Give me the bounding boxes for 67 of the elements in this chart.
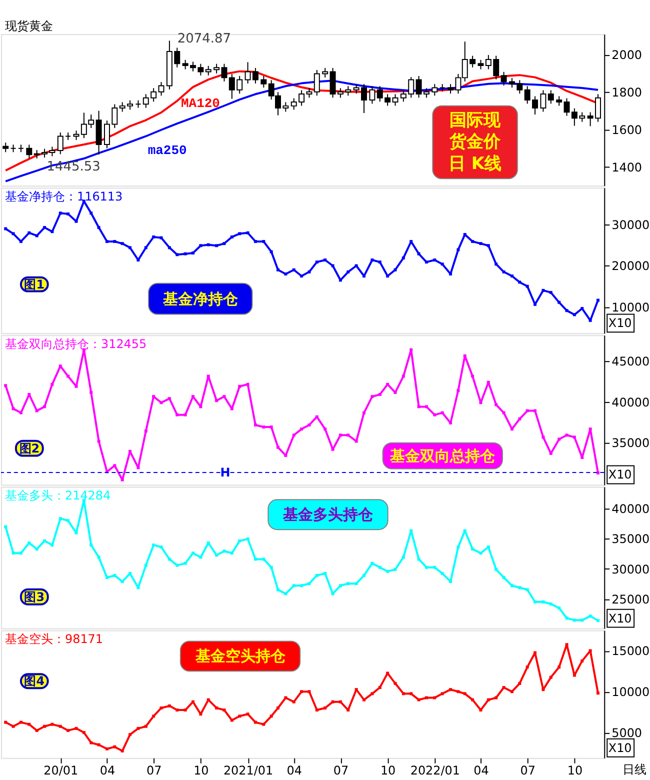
y-tick-label: 25000 — [612, 592, 650, 606]
chart-title: 基金净持仓：116113 — [4, 190, 123, 204]
x-tick-label: 04 — [286, 763, 302, 778]
candlestick — [369, 86, 376, 104]
annotation: 图4 — [24, 674, 45, 688]
candlestick — [2, 142, 9, 153]
text: X10 — [608, 468, 632, 482]
annotation: 国际现货金价日 K线 — [448, 109, 502, 174]
x-tick-label: 20/01 — [44, 763, 78, 778]
annotation: 图1 — [24, 277, 45, 292]
y-tick-label: 1400 — [612, 160, 642, 174]
text: X10 — [608, 316, 632, 330]
y-tick-label: 10000 — [612, 685, 650, 700]
y-tick-label: 35000 — [612, 436, 650, 450]
candlestick — [260, 76, 267, 88]
y-tick-label: 20000 — [612, 259, 650, 274]
annotation: 2074.87 — [177, 32, 231, 47]
series-label: ma250 — [148, 143, 187, 158]
y-tick-label: 30000 — [612, 218, 650, 232]
candlestick — [26, 144, 32, 159]
series-label: MA120 — [181, 96, 220, 111]
y-tick-label: 40000 — [612, 502, 650, 516]
candlestick — [322, 67, 328, 78]
y-tick-label: 10000 — [612, 300, 650, 314]
y-tick-label: 5000 — [612, 726, 642, 740]
candlestick — [392, 94, 398, 106]
x-tick-label: 10 — [194, 763, 209, 778]
annotation: 基金净持仓 — [162, 290, 239, 308]
annotation: 基金双向总持仓 — [389, 446, 496, 465]
y-tick-label: 2000 — [612, 48, 642, 62]
chart-title: 现货黄金 — [4, 19, 53, 34]
x-tick-label: 2022/01 — [410, 763, 460, 778]
annotation: 图2 — [19, 441, 40, 456]
candlestick — [57, 132, 64, 155]
candlestick — [548, 90, 554, 104]
text: X10 — [608, 611, 632, 626]
annotation: 图3 — [24, 590, 45, 604]
candlestick — [158, 81, 164, 96]
y-tick-label: 15000 — [612, 644, 650, 658]
annotation: 基金多头持仓 — [282, 506, 374, 524]
x-tick-label: 07 — [146, 763, 162, 778]
candlestick — [478, 59, 484, 70]
chart-title: 基金空头：98171 — [4, 632, 104, 646]
x-tick-label: 2021/01 — [223, 763, 274, 778]
annotation: 1445.53 — [46, 159, 100, 174]
y-tick-label: 40000 — [612, 395, 650, 410]
y-tick-label: 35000 — [612, 532, 650, 546]
x-tick-label: 10 — [380, 763, 396, 778]
x-axis-title: 日线 — [622, 762, 647, 776]
y-tick-label: 30000 — [612, 562, 650, 576]
y-tick-label: 1600 — [612, 122, 642, 137]
x-tick-label: 04 — [474, 763, 489, 778]
x-tick-label: 07 — [333, 763, 349, 778]
chart-title: 基金多头：214284 — [4, 488, 111, 503]
x-tick-label: 07 — [520, 763, 536, 778]
y-tick-label: 45000 — [612, 354, 650, 369]
candlestick — [205, 65, 212, 76]
candlestick — [500, 71, 507, 86]
candlestick — [432, 84, 438, 96]
x-tick-label: 10 — [567, 763, 583, 778]
annotation: 基金空头持仓 — [194, 647, 286, 666]
candlestick — [314, 70, 320, 96]
x-tick-label: 04 — [100, 763, 116, 778]
candlestick — [540, 90, 546, 112]
candlestick — [556, 96, 562, 106]
y-tick-label: 1800 — [612, 86, 642, 100]
text: X10 — [608, 740, 632, 755]
